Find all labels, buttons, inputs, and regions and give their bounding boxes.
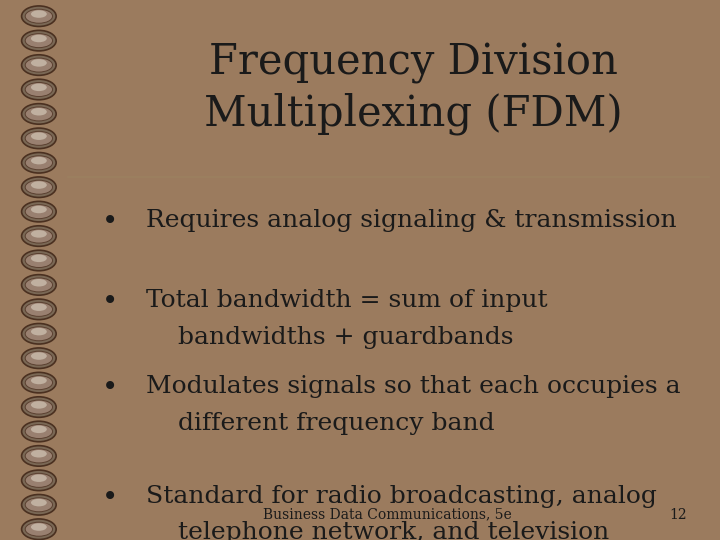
Text: •: • xyxy=(102,209,118,236)
Text: Modulates signals so that each occupies a: Modulates signals so that each occupies … xyxy=(146,375,680,399)
Text: Total bandwidth = sum of input: Total bandwidth = sum of input xyxy=(146,289,547,313)
Text: Business Data Communications, 5e: Business Data Communications, 5e xyxy=(263,508,511,522)
Text: bandwidths + guardbands: bandwidths + guardbands xyxy=(146,326,513,349)
Text: •: • xyxy=(102,485,118,512)
Text: 12: 12 xyxy=(669,508,687,522)
Text: different frequency band: different frequency band xyxy=(146,412,495,435)
Text: telephone network, and television: telephone network, and television xyxy=(146,521,609,540)
Text: Frequency Division
Multiplexing (FDM): Frequency Division Multiplexing (FDM) xyxy=(204,43,622,135)
Text: Standard for radio broadcasting, analog: Standard for radio broadcasting, analog xyxy=(146,485,657,508)
Text: •: • xyxy=(102,375,118,402)
Text: Requires analog signaling & transmission: Requires analog signaling & transmission xyxy=(146,209,677,232)
Text: •: • xyxy=(102,289,118,316)
